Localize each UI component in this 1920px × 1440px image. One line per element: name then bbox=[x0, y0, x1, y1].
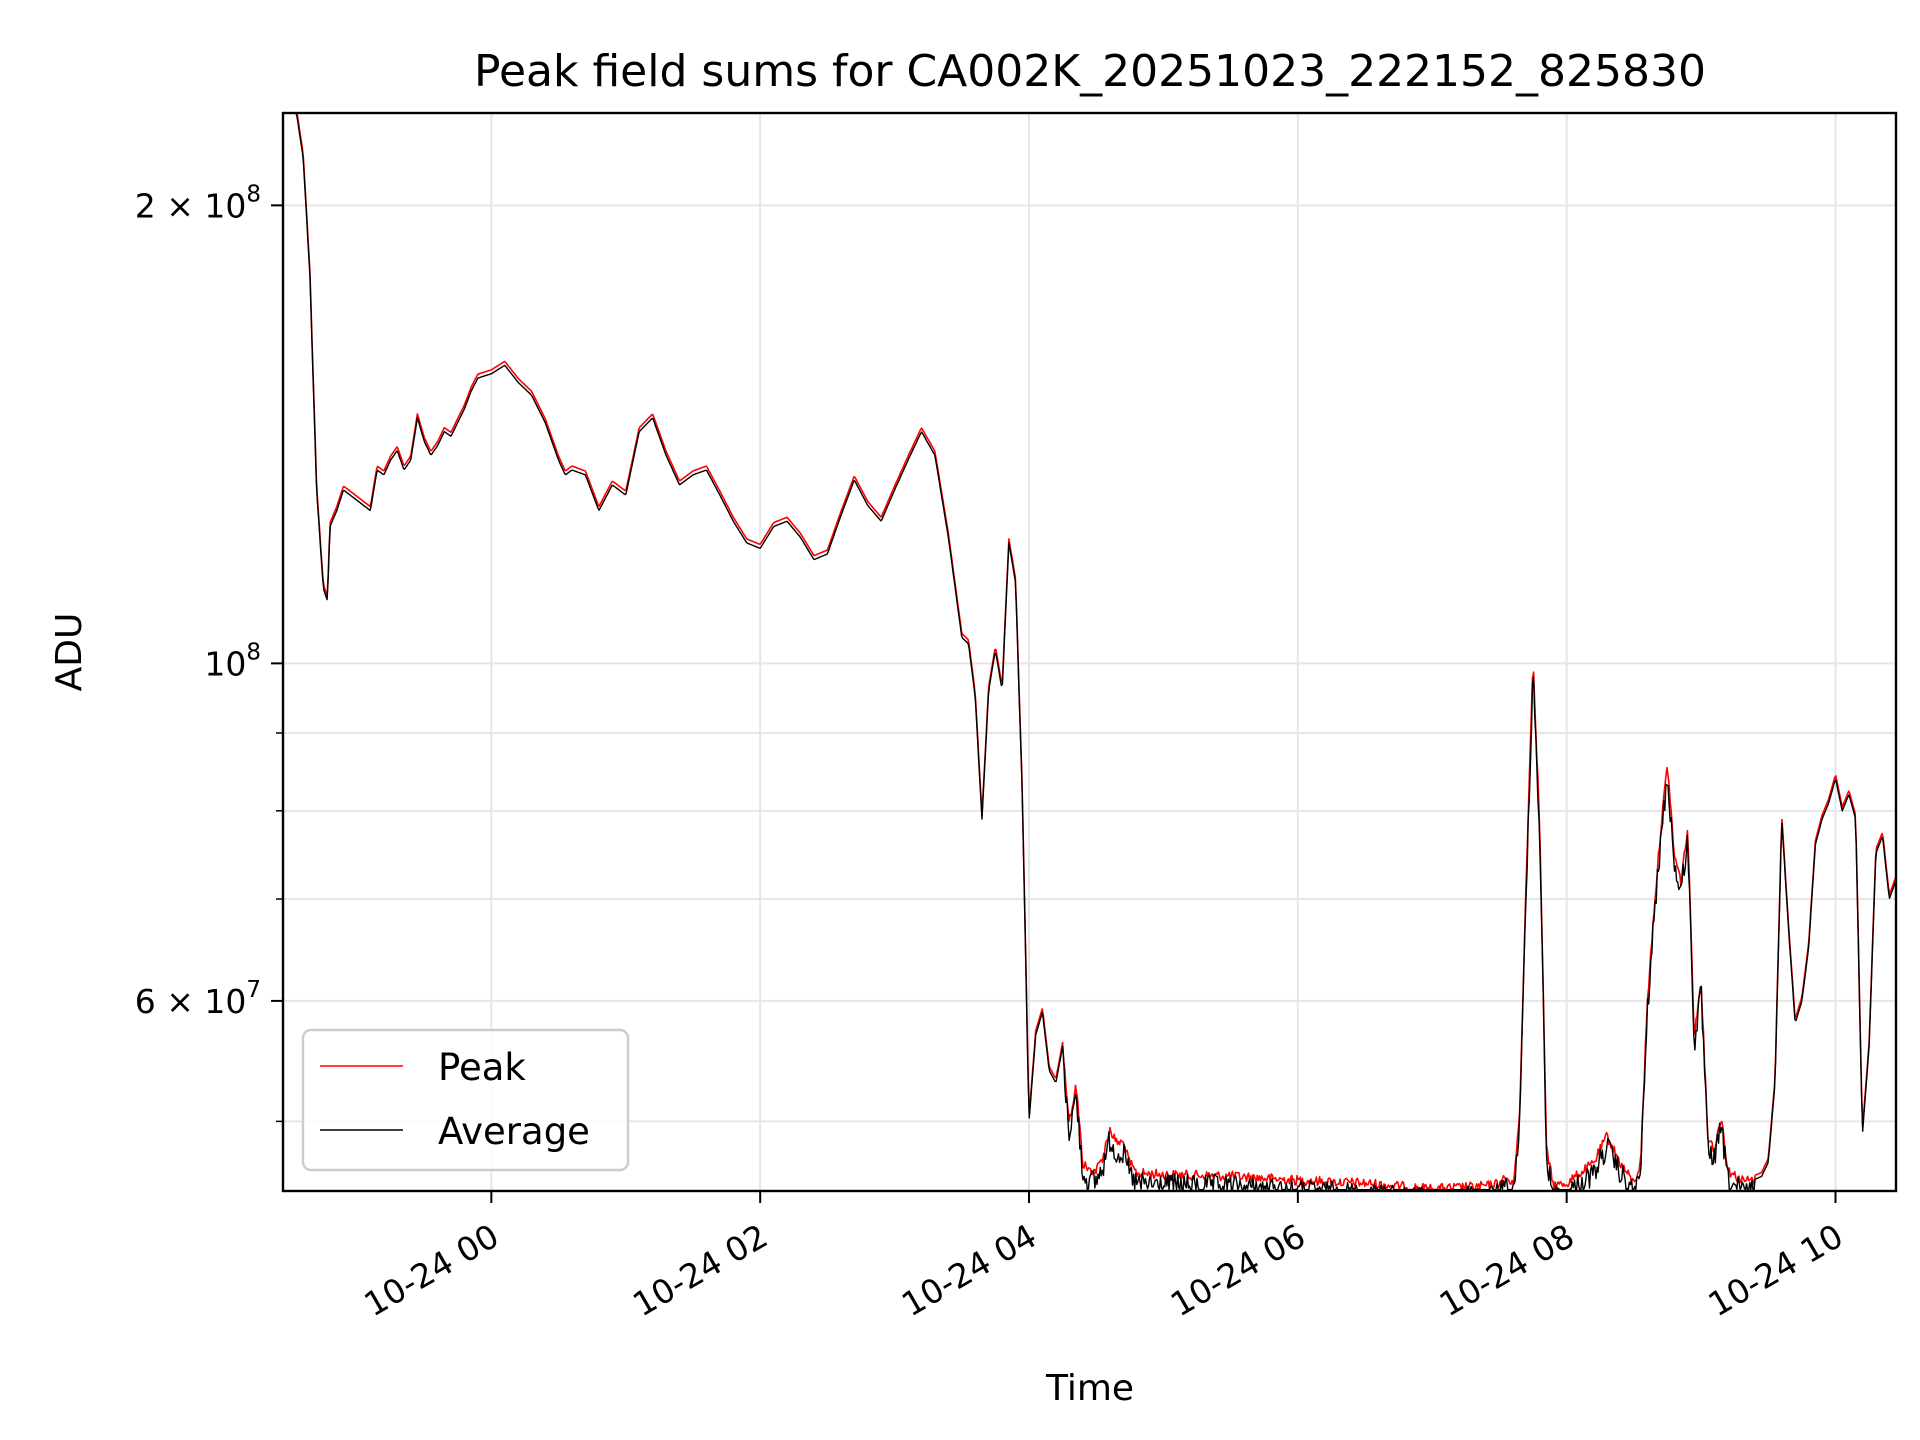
legend-box bbox=[301, 1028, 630, 1172]
y-tick-label: 2 × 108 bbox=[135, 181, 261, 225]
series-layer bbox=[283, 112, 1897, 1191]
x-axis: 10-24 00 10-24 02 10-24 04 10-24 06 10-24 08… bbox=[357, 1191, 1850, 1324]
x-tick-label: 10-24 04 bbox=[895, 1216, 1043, 1324]
y-tick-exponent: 7 bbox=[246, 977, 261, 1003]
legend-average-label: Average bbox=[438, 1110, 590, 1153]
y-tick-base: 10 bbox=[204, 644, 246, 683]
y-tick-base: 6 × 10 bbox=[135, 982, 247, 1021]
x-tick-label: 10-24 10 bbox=[1702, 1216, 1850, 1324]
y-tick-base: 2 × 10 bbox=[135, 186, 247, 225]
x-tick-label: 10-24 06 bbox=[1164, 1216, 1312, 1324]
plot-frame bbox=[281, 111, 1898, 1193]
x-tick-label: 10-24 00 bbox=[357, 1216, 505, 1324]
x-axis-label: Time bbox=[1045, 1368, 1134, 1409]
y-tick-label: 6 × 107 bbox=[135, 977, 261, 1021]
y-tick-exponent: 8 bbox=[246, 181, 261, 207]
series-peak-line bbox=[283, 112, 1897, 1191]
x-tick-label: 10-24 02 bbox=[626, 1216, 774, 1324]
y-axis-label: ADU bbox=[49, 613, 90, 692]
series-average-line bbox=[283, 112, 1897, 1191]
chart-title: Peak field sums for CA002K_20251023_2221… bbox=[474, 46, 1706, 97]
y-tick-label: 108 bbox=[204, 639, 261, 683]
x-tick-label: 10-24 08 bbox=[1433, 1216, 1581, 1324]
grid bbox=[283, 113, 1896, 1191]
y-tick-exponent: 8 bbox=[246, 639, 261, 665]
legend-peak-label: Peak bbox=[438, 1046, 526, 1089]
legend: Peak Average bbox=[301, 1028, 630, 1172]
